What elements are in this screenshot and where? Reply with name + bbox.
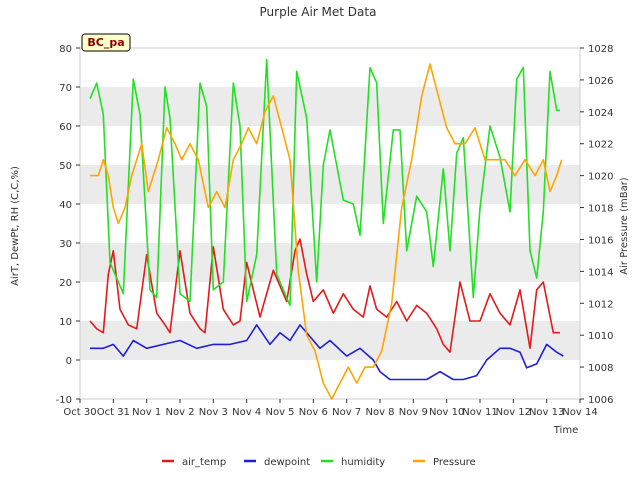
series-lines — [89, 58, 564, 400]
grid-band — [80, 282, 580, 321]
y-axis-right-label: Air Pressure (mBar) — [619, 177, 630, 275]
y-left-tick-label: 60 — [59, 122, 72, 133]
x-tick-label: Nov 8 — [365, 407, 394, 418]
x-tick-label: Nov 1 — [132, 407, 161, 418]
y-left-tick-label: 80 — [59, 44, 72, 55]
chart-title: Purple Air Met Data — [260, 5, 377, 19]
y-right-tick-label: 1012 — [588, 299, 613, 310]
series-line-dewpoint — [90, 324, 564, 381]
x-tick-label: Nov 7 — [332, 407, 361, 418]
y-left-tick-label: 40 — [59, 200, 72, 211]
x-axis: Oct 30 Oct 31 Nov 1 Nov 2 Nov 3 Nov 4 Nov 5 Nov… — [63, 399, 598, 418]
y-left-tick-label: 0 — [66, 356, 72, 367]
grid-band — [80, 165, 580, 204]
y-right-tick-label: 1010 — [588, 331, 613, 342]
grid-band — [80, 48, 580, 87]
site-badge-label: BC_pa — [87, 36, 124, 49]
y-right-tick-label: 1014 — [588, 267, 613, 278]
legend-label: dewpoint — [264, 457, 310, 468]
x-tick-label: Nov 9 — [399, 407, 428, 418]
series-line-pressure — [90, 63, 563, 400]
y-right-tick-label: 1026 — [588, 76, 613, 87]
y-right-tick-label: 1006 — [588, 395, 613, 406]
x-tick-label: Oct 31 — [97, 407, 130, 418]
series-line-air-temp — [89, 238, 560, 354]
y-left-tick-label: 20 — [59, 278, 72, 289]
y-right-tick-label: 1024 — [588, 108, 613, 119]
x-tick-label: Nov 14 — [562, 407, 597, 418]
grid-band — [80, 87, 580, 126]
legend: air_temp dewpoint humidity Pressure — [162, 457, 476, 468]
y-left-tick-label: 50 — [59, 161, 72, 172]
y-right-tick-label: 1016 — [588, 235, 613, 246]
y-axis-left-label: AirT, DewPt, RH (C,C,%) — [10, 166, 21, 286]
y-right-tick-label: 1008 — [588, 363, 613, 374]
x-tick-label: Nov 3 — [199, 407, 228, 418]
y-axis-right: 1006 1008 1010 1012 1014 1016 1018 1020 1022 1024… — [580, 44, 613, 406]
site-badge-box — [81, 33, 131, 52]
x-axis-label: Time — [553, 425, 578, 436]
x-tick-label: Nov 11 — [462, 407, 497, 418]
y-right-tick-label: 1018 — [588, 204, 613, 215]
y-right-tick-label: 1020 — [588, 172, 613, 183]
y-left-tick-label: 30 — [59, 239, 72, 250]
legend-label: air_temp — [182, 457, 226, 468]
y-axis-left: -10 0 10 20 30 40 50 60 70 80 — [56, 44, 80, 406]
x-tick-label: Nov 6 — [299, 407, 328, 418]
x-tick-label: Nov 2 — [165, 407, 194, 418]
x-tick-label: Nov 12 — [496, 407, 531, 418]
y-left-tick-label: 10 — [59, 317, 72, 328]
series-line-humidity — [89, 58, 560, 307]
site-badge: BC_pa — [81, 33, 131, 52]
grid-band — [80, 243, 580, 282]
x-tick-label: Nov 13 — [529, 407, 564, 418]
x-tick-label: Nov 4 — [232, 407, 261, 418]
x-tick-label: Nov 5 — [265, 407, 294, 418]
y-right-tick-label: 1028 — [588, 44, 613, 55]
grid-band — [80, 204, 580, 243]
x-tick-label: Oct 30 — [63, 407, 96, 418]
y-right-tick-label: 1022 — [588, 140, 613, 151]
y-left-tick-label: 70 — [59, 83, 72, 94]
x-tick-label: Nov 10 — [429, 407, 464, 418]
legend-label: humidity — [341, 457, 385, 468]
plot-frame — [79, 47, 581, 400]
legend-label: Pressure — [433, 457, 476, 468]
y-left-tick-label: -10 — [56, 395, 72, 406]
grid-band — [80, 360, 580, 399]
